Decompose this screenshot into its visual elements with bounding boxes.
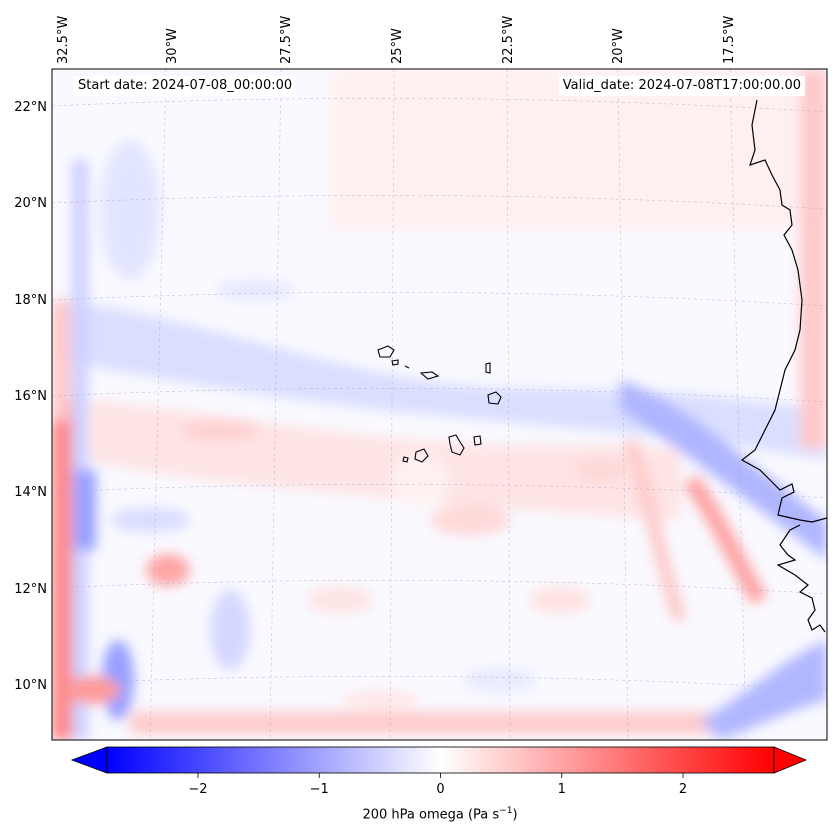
colorbar-label: 200 hPa omega (Pa s−1) — [0, 806, 837, 822]
gridlines — [52, 69, 827, 740]
lat-label: 22°N — [14, 100, 47, 115]
colorbar-tick-label: −1 — [310, 782, 329, 797]
lat-label: 14°N — [14, 485, 47, 500]
west-africa-coastline — [740, 99, 827, 633]
colorbar-tick-label: 0 — [436, 782, 444, 797]
lat-label: 18°N — [14, 293, 47, 308]
lon-label: 27.5°W — [279, 16, 294, 64]
lon-label: 32.5°W — [56, 16, 71, 64]
latitude-labels: 22°N 20°N 18°N 16°N 14°N 12°N 10°N — [14, 100, 47, 693]
lon-label: 25°W — [390, 28, 405, 64]
lon-label: 17.5°W — [722, 16, 737, 64]
colorbar-tick-label: −2 — [188, 782, 207, 797]
map-frame — [51, 68, 828, 741]
longitude-labels: 32.5°W 30°W 27.5°W 25°W 22.5°W 20°W 17.5… — [56, 16, 737, 64]
cape-verde-islands — [377, 345, 502, 463]
start-date-label: Start date: 2024-07-08_00:00:00 — [74, 76, 297, 96]
lon-label: 20°W — [611, 28, 626, 64]
omega-field — [52, 69, 827, 740]
valid-date-label: Valid_date: 2024-07-08T17:00:00.00 — [558, 76, 805, 96]
colorbar: −2 −1 0 1 2 — [70, 746, 808, 797]
lon-label: 30°W — [165, 28, 180, 64]
lat-label: 12°N — [14, 582, 47, 597]
lat-label: 16°N — [14, 389, 47, 404]
colorbar-extend-low — [70, 746, 108, 774]
colorbar-tick-label: 2 — [679, 782, 687, 797]
colorbar-label-exponent: −1 — [499, 806, 513, 816]
colorbar-label-main: 200 hPa omega (Pa s — [362, 807, 500, 823]
lat-label: 20°N — [14, 196, 47, 211]
lat-label: 10°N — [14, 678, 47, 693]
colorbar-tick-label: 1 — [558, 782, 566, 797]
lon-label: 22.5°W — [501, 16, 516, 64]
colorbar-extend-high — [773, 746, 808, 774]
colorbar-body — [106, 746, 775, 774]
colorbar-label-close: ) — [512, 807, 518, 823]
